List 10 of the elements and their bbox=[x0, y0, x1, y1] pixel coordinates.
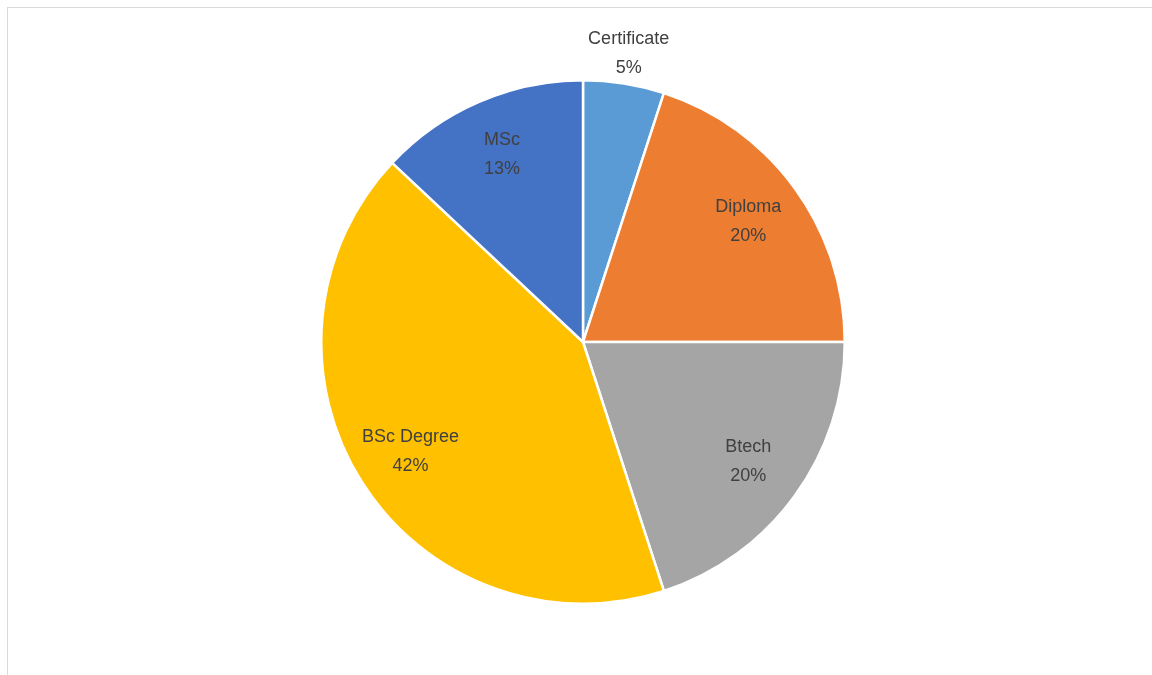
data-label: 42% bbox=[392, 454, 429, 475]
data-label: 20% bbox=[730, 225, 767, 246]
slice-label: Certificate bbox=[588, 28, 670, 49]
slice-label: MSc bbox=[483, 129, 520, 150]
data-label: 13% bbox=[483, 158, 520, 179]
slice-label: Btech bbox=[725, 436, 772, 457]
slice-label: Diploma bbox=[715, 196, 783, 217]
data-label: 5% bbox=[615, 57, 642, 78]
data-label: 20% bbox=[730, 465, 767, 486]
slice-label: BSc Degree bbox=[362, 425, 460, 446]
